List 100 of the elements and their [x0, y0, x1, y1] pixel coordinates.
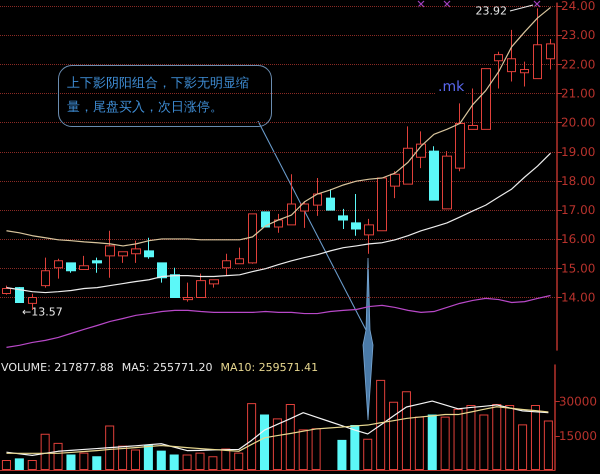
- candlestick: [494, 51, 503, 89]
- candlestick: [105, 230, 115, 278]
- bar: [182, 454, 192, 470]
- bar: [505, 404, 514, 470]
- y-tick-label: 21.00: [561, 86, 596, 100]
- y-tick-label: 16.00: [561, 232, 596, 246]
- bar: [466, 404, 476, 470]
- y-tick-label: 22.00: [561, 57, 596, 72]
- candlestick: [455, 102, 465, 172]
- bar: [454, 408, 463, 470]
- candlestick: [481, 68, 491, 130]
- candlestick: [351, 194, 361, 236]
- candlestick: [442, 150, 452, 210]
- bar: [40, 434, 50, 470]
- candlestick: [222, 253, 231, 276]
- candlestick: [118, 251, 128, 264]
- candlestick: [338, 208, 348, 230]
- bar: [350, 425, 360, 470]
- bar: [440, 416, 450, 470]
- annotation: .mk: [438, 79, 466, 95]
- bar: [105, 425, 114, 470]
- candlestick: [170, 267, 180, 298]
- bar: [195, 452, 205, 470]
- bar: [337, 440, 346, 470]
- candlestick: [377, 178, 387, 232]
- y-tick-label: 24.00: [561, 0, 596, 13]
- y-tick-label: 15.00: [561, 261, 596, 276]
- bar: [363, 438, 372, 470]
- bar: [66, 454, 76, 470]
- candlestick: [92, 257, 102, 274]
- candlestick: [144, 237, 154, 260]
- bar: [170, 454, 179, 470]
- bar: [544, 420, 553, 470]
- candlestick: [54, 258, 63, 280]
- line-series: [6, 152, 552, 294]
- candlestick: [364, 218, 374, 254]
- candlestick: [390, 170, 400, 199]
- y-tick-label: 19.00: [561, 144, 596, 159]
- annotation: MA10: 259571.41: [220, 361, 318, 374]
- bar: [234, 452, 244, 470]
- candlestick: [546, 38, 555, 70]
- annotation: MA5: 255771.20: [122, 361, 212, 374]
- y-tick-label: 17.00: [561, 203, 596, 218]
- candlestick: [209, 279, 219, 288]
- bar: [518, 424, 528, 470]
- candlestick: [274, 213, 283, 234]
- bar: [312, 428, 321, 470]
- candlestick: [300, 200, 309, 228]
- bar: [402, 391, 411, 470]
- bar: [208, 456, 218, 470]
- candlestick: [235, 247, 244, 264]
- bar: [156, 450, 166, 470]
- callout-box: 上下影阴阳组合，下影无明显缩量，尾盘买入，次日涨停。: [58, 65, 272, 127]
- bar: [79, 452, 88, 470]
- candlestick: [313, 178, 322, 216]
- y-tick-label: 30000: [558, 394, 598, 409]
- bar: [247, 403, 256, 470]
- annotation: VOLUME: 217877.88: [1, 361, 114, 374]
- bar: [428, 414, 437, 470]
- candlestick: [287, 174, 296, 226]
- annotation: 23.92: [476, 4, 507, 18]
- line-series: [6, 6, 552, 247]
- bar: [479, 414, 488, 470]
- candlestick: [157, 262, 167, 284]
- y-tick-label: 18.00: [561, 174, 596, 188]
- bar: [130, 449, 140, 470]
- bar: [272, 418, 282, 470]
- y-tick-label: 15000: [558, 428, 598, 443]
- y-tick-label: 23.00: [561, 28, 596, 42]
- candlestick: [41, 257, 50, 288]
- bar: [14, 458, 24, 470]
- bar: [92, 456, 102, 470]
- bar: [286, 404, 295, 470]
- y-tick-label: 20.00: [561, 116, 596, 130]
- bar: [144, 444, 153, 470]
- bar: [389, 402, 398, 470]
- candlestick: [15, 286, 24, 303]
- bar: [2, 460, 11, 470]
- bar: [28, 460, 37, 470]
- bar: [118, 446, 128, 470]
- candlestick: [183, 282, 193, 302]
- candlestick: [248, 213, 257, 264]
- bar: [260, 414, 270, 470]
- candlestick: [468, 88, 478, 130]
- bar: [376, 380, 386, 470]
- candlestick: [261, 211, 270, 228]
- candlestick: [66, 262, 76, 274]
- line-series: [6, 294, 552, 348]
- annotation: ←13.57: [22, 306, 63, 318]
- bar: [414, 416, 424, 470]
- candlestick: [507, 29, 516, 82]
- candlestick: [196, 273, 206, 298]
- candlestick: [79, 255, 89, 270]
- bar: [298, 429, 308, 470]
- bar: [492, 404, 502, 470]
- candlestick: [429, 146, 439, 201]
- candlestick: [403, 126, 413, 185]
- bar: [54, 442, 63, 470]
- candlestick: [520, 61, 529, 87]
- candlestick: [326, 188, 335, 211]
